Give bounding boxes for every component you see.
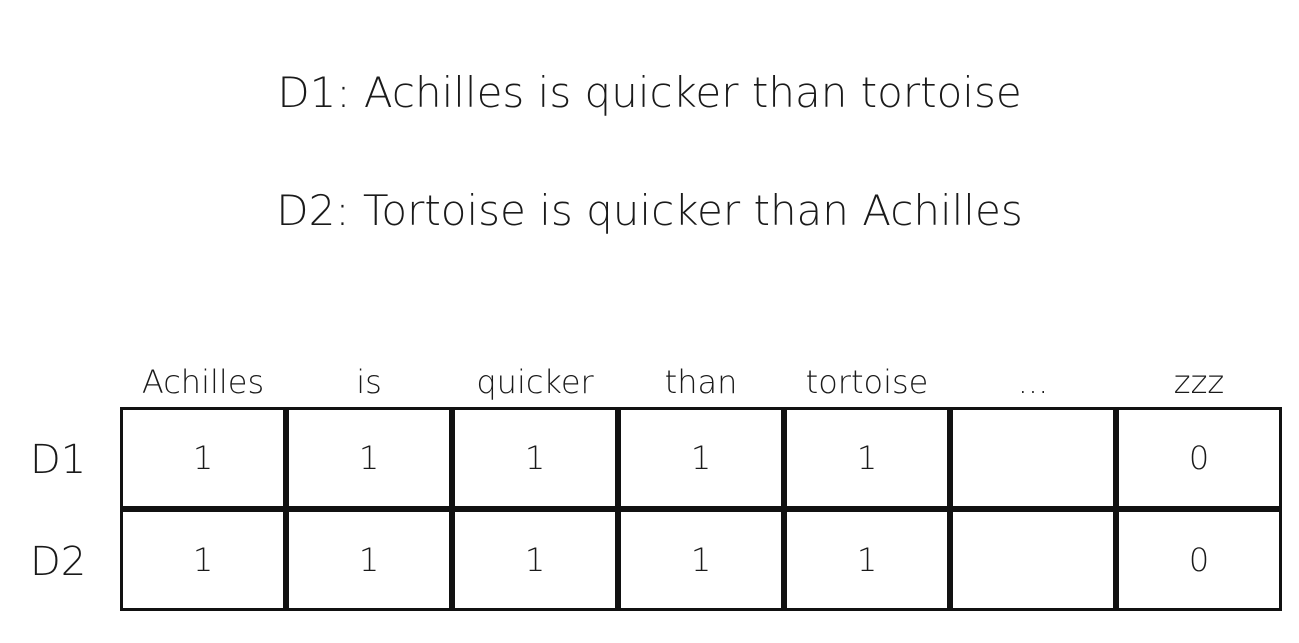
vocabulary-header: Achilles is quicker than tortoise ... zz…	[120, 362, 1283, 402]
column-header-achilles: Achilles	[141, 363, 265, 401]
matrix-cell: 1	[120, 407, 286, 509]
matrix-cell: 0	[1116, 407, 1282, 509]
column-header-quicker: quicker	[476, 363, 594, 401]
column-header-tortoise: tortoise	[805, 363, 929, 401]
column-header-than: than	[664, 363, 738, 401]
matrix-cell: 1	[452, 407, 618, 509]
column-header-zzz: zzz	[1173, 363, 1225, 401]
matrix-cell: 1	[452, 509, 618, 611]
matrix-cell: 1	[784, 407, 950, 509]
matrix-cell: 0	[1116, 509, 1282, 611]
document-1-sentence: D1: Achilles is quicker than tortoise	[277, 68, 1022, 117]
row-label-d1: D1	[30, 437, 87, 483]
column-header-is: is	[356, 363, 382, 401]
matrix-cell: 1	[286, 509, 452, 611]
matrix-cell: 1	[286, 407, 452, 509]
row-label-d2: D2	[30, 539, 87, 585]
document-2-sentence: D2: Tortoise is quicker than Achilles	[276, 186, 1023, 235]
matrix-cell	[950, 407, 1116, 509]
matrix-cell: 1	[618, 509, 784, 611]
matrix-cell	[950, 509, 1116, 611]
matrix-cell: 1	[784, 509, 950, 611]
matrix-cell: 1	[618, 407, 784, 509]
column-header-ellipsis: ...	[1017, 363, 1049, 401]
matrix-cell: 1	[120, 509, 286, 611]
